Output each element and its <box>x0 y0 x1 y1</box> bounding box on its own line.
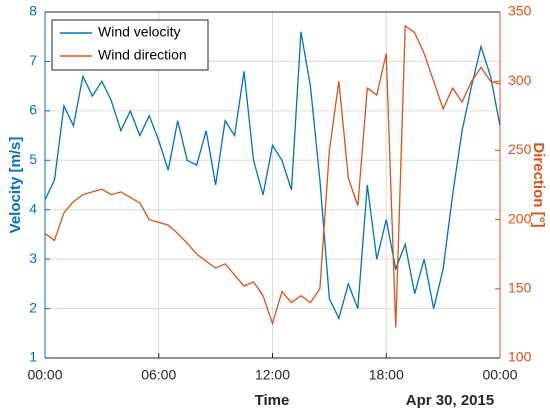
x-tick-label: 06:00 <box>141 367 176 383</box>
y-axis-label: Velocity [m/s] <box>7 137 24 234</box>
y-tick-label: 8 <box>29 3 37 19</box>
x-tick-label: 18:00 <box>369 367 404 383</box>
series-line <box>44 24 501 328</box>
date-label: Apr 30, 2015 <box>406 392 494 409</box>
x-tick-label: 12:00 <box>255 367 290 383</box>
legend-label: Wind velocity <box>98 24 180 40</box>
y2-tick-label: 300 <box>508 72 532 88</box>
y-tick-label: 1 <box>29 349 37 365</box>
y-tick-label: 2 <box>29 299 37 315</box>
y2-tick-label: 150 <box>508 280 532 296</box>
x-tick-label: 00:00 <box>482 367 517 383</box>
x-tick-label: 00:00 <box>27 367 62 383</box>
y2-tick-label: 200 <box>508 210 532 226</box>
y-tick-label: 3 <box>29 250 37 266</box>
y2-axis-label: Direction [°] <box>530 142 547 227</box>
legend-label: Wind direction <box>98 47 187 63</box>
y-tick-label: 6 <box>29 102 37 118</box>
y-tick-label: 5 <box>29 151 37 167</box>
series-line <box>44 31 501 321</box>
y2-tick-label: 250 <box>508 141 532 157</box>
x-axis-label: Time <box>255 392 290 409</box>
y-tick-label: 7 <box>29 52 37 68</box>
y2-tick-label: 100 <box>508 349 532 365</box>
y2-tick-label: 350 <box>508 3 532 19</box>
y-tick-label: 4 <box>29 200 37 216</box>
legend-box <box>51 19 209 71</box>
